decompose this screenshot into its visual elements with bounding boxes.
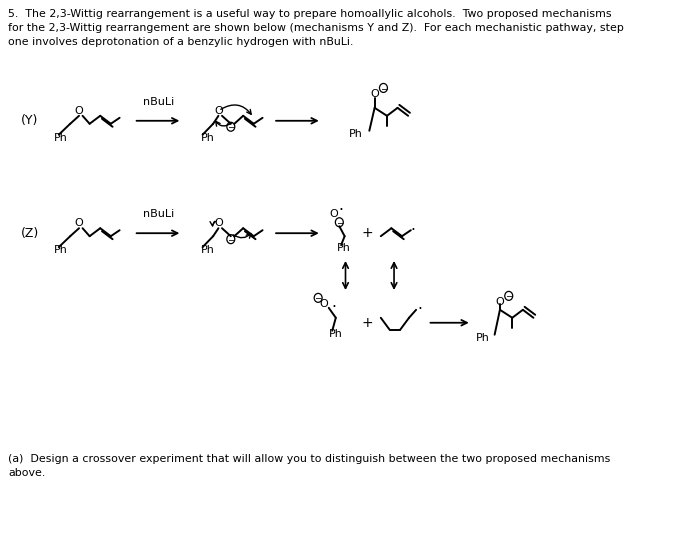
Text: +: + (362, 226, 373, 240)
Text: −: − (314, 294, 322, 302)
Text: −: − (227, 235, 235, 244)
Text: −: − (379, 84, 387, 93)
Text: (a)  Design a crossover experiment that will allow you to distinguish between th: (a) Design a crossover experiment that w… (8, 454, 611, 464)
Text: Ph: Ph (201, 132, 215, 143)
Text: ·: · (417, 302, 422, 317)
Text: O: O (214, 106, 223, 116)
Text: above.: above. (8, 468, 46, 478)
Text: O: O (496, 297, 504, 307)
Text: −: − (335, 218, 343, 227)
Text: Ph: Ph (349, 129, 363, 139)
Text: (Y): (Y) (21, 114, 38, 128)
Text: Ph: Ph (329, 329, 342, 338)
Text: ·: · (410, 223, 415, 238)
Text: Ph: Ph (337, 243, 351, 253)
Text: Ph: Ph (475, 332, 489, 343)
Text: (Z): (Z) (21, 227, 39, 240)
Text: O: O (330, 209, 338, 219)
Text: Ph: Ph (55, 132, 68, 143)
Text: ·: · (339, 203, 344, 218)
Text: nBuLi: nBuLi (143, 97, 174, 107)
Text: +: + (362, 316, 373, 330)
Text: O: O (75, 218, 83, 228)
Text: −: − (227, 123, 235, 131)
Text: O: O (214, 218, 223, 228)
Text: O: O (319, 299, 328, 309)
Text: O: O (370, 89, 379, 99)
Text: Ph: Ph (201, 245, 215, 255)
Text: 5.  The 2,3-Wittig rearrangement is a useful way to prepare homoallylic alcohols: 5. The 2,3-Wittig rearrangement is a use… (8, 9, 612, 20)
Text: ·: · (332, 300, 337, 316)
Text: for the 2,3-Wittig rearrangement are shown below (mechanisms Y and Z).  For each: for the 2,3-Wittig rearrangement are sho… (8, 23, 624, 33)
Text: nBuLi: nBuLi (143, 209, 174, 219)
Text: Ph: Ph (55, 245, 68, 255)
Text: O: O (75, 106, 83, 116)
Text: −: − (505, 292, 512, 301)
Text: one involves deprotonation of a benzylic hydrogen with nBuLi.: one involves deprotonation of a benzylic… (8, 37, 354, 47)
